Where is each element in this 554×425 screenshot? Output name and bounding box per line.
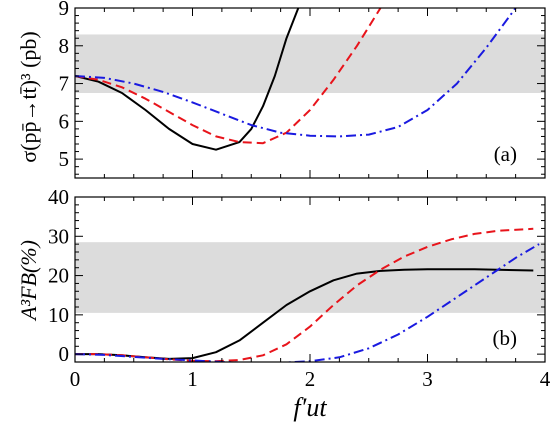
- x-tick-label: 0: [70, 367, 81, 391]
- y-tick-label: 6: [59, 109, 70, 133]
- x-tick-label: 4: [540, 367, 551, 391]
- y-tick-label: 10: [48, 303, 69, 327]
- panel-a: 5 6 7 8 9 (a): [59, 0, 546, 179]
- y-tick-label: 5: [59, 147, 70, 171]
- x-tick-label: 1: [187, 367, 198, 391]
- y-tick-label: 8: [59, 34, 70, 58]
- x-tick-label: 2: [305, 367, 316, 391]
- panel-label: (b): [493, 326, 518, 350]
- y-tick-label: 9: [59, 0, 70, 20]
- panel-label: (a): [494, 142, 517, 166]
- shaded-band: [75, 34, 545, 93]
- y-tick-label: 20: [48, 264, 69, 288]
- series-line-solid: [75, 8, 300, 151]
- y-tick-label: 7: [59, 72, 70, 96]
- x-tick-label: 3: [422, 367, 433, 391]
- series-line-dashdot: [75, 8, 517, 138]
- y-tick-label: 0: [59, 342, 70, 366]
- panel-b: 0 10 20 30 40 0 1 2 3 4 (b): [48, 185, 551, 391]
- panel-a-ylabel: σ(pp̄→tt̄)³ (pb): [16, 31, 41, 162]
- y-tick-label: 30: [48, 224, 69, 248]
- panel-b-ylabel: A³FB(%): [16, 240, 41, 322]
- y-tick-label: 40: [48, 185, 69, 209]
- x-axis-label: f′ut: [293, 393, 327, 422]
- shaded-band: [75, 242, 545, 313]
